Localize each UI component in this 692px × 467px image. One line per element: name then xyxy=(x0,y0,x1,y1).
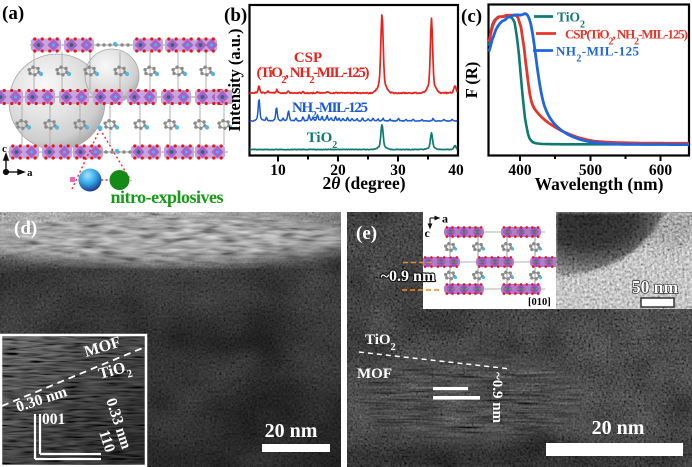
svg-text:(TiO2, NH2-MIL-125): (TiO2, NH2-MIL-125) xyxy=(257,65,370,86)
svg-text:TiO2: TiO2 xyxy=(365,332,396,353)
svg-text:001: 001 xyxy=(42,411,65,428)
svg-text:30: 30 xyxy=(390,162,406,179)
svg-text:40: 40 xyxy=(448,162,464,179)
svg-text:400: 400 xyxy=(508,162,532,179)
svg-text:Intensity (a.u.): Intensity (a.u.) xyxy=(225,28,244,131)
svg-text:CSP: CSP xyxy=(294,50,322,66)
svg-text:a: a xyxy=(27,167,33,179)
svg-text:20 nm: 20 nm xyxy=(265,420,318,442)
svg-text:Wavelength (nm): Wavelength (nm) xyxy=(535,174,664,194)
svg-text:F (R): F (R) xyxy=(462,62,481,99)
svg-text:500: 500 xyxy=(579,162,603,179)
svg-text:20: 20 xyxy=(330,162,346,179)
svg-text:(e): (e) xyxy=(356,223,377,244)
svg-text:(b): (b) xyxy=(224,5,247,26)
svg-text:~0.9 nm: ~0.9 nm xyxy=(381,268,436,285)
svg-text:50 nm: 50 nm xyxy=(632,277,679,297)
svg-text:600: 600 xyxy=(649,162,673,179)
svg-text:c: c xyxy=(425,226,431,240)
svg-text:20 nm: 20 nm xyxy=(592,417,645,439)
svg-text:NH2-MIL-125: NH2-MIL-125 xyxy=(556,44,640,65)
svg-text:2θ (degree): 2θ (degree) xyxy=(322,173,405,193)
svg-text:[010]: [010] xyxy=(528,297,551,308)
svg-text:c: c xyxy=(2,143,7,155)
svg-text:(c): (c) xyxy=(461,6,482,27)
svg-text:~0.9 nm: ~0.9 nm xyxy=(489,372,505,424)
svg-text:110: 110 xyxy=(95,428,118,455)
svg-text:(d): (d) xyxy=(14,218,37,239)
svg-text:a: a xyxy=(442,212,448,226)
svg-text:10: 10 xyxy=(270,162,286,179)
svg-text:NH2-MIL-125: NH2-MIL-125 xyxy=(292,100,368,121)
svg-text:nitro-explosives: nitro-explosives xyxy=(111,187,224,207)
svg-text:MOF: MOF xyxy=(357,366,392,382)
svg-text:TiO2: TiO2 xyxy=(307,130,338,151)
